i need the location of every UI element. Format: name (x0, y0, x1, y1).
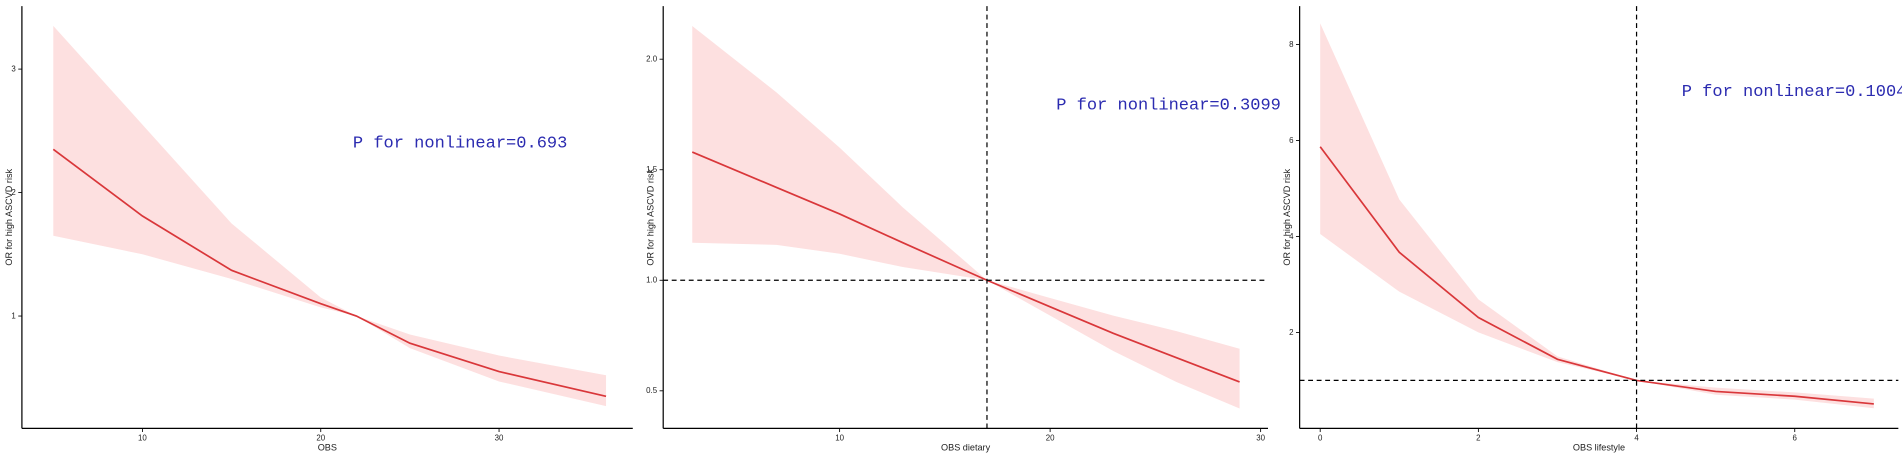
y-tick-label: 1.5 (646, 165, 658, 174)
y-axis-label: OR for high ASCVD risk (1282, 168, 1292, 265)
annotation: P for nonlinear=0.693 (353, 134, 567, 153)
annotation: P for nonlinear=0.1004 (1682, 83, 1902, 102)
y-tick-label: 2.0 (646, 55, 658, 64)
y-tick-label: 6 (1289, 136, 1294, 145)
x-axis-label: OBS (318, 442, 337, 452)
x-tick-label: 10 (835, 434, 844, 443)
x-axis-label: OBS dietary (941, 442, 991, 452)
or-line (52, 148, 607, 398)
x-tick-label: 30 (495, 434, 504, 443)
y-tick-label: 1 (11, 311, 15, 320)
ci-band (1320, 23, 1874, 409)
annotation: P for nonlinear=0.3099 (1056, 97, 1281, 116)
x-tick-label: 4 (1634, 434, 1639, 443)
ci-band (53, 25, 607, 407)
y-tick-label: 8 (1289, 40, 1294, 49)
y-tick-label: 3 (11, 65, 16, 74)
x-tick-label: 0 (1318, 434, 1323, 443)
y-tick-label: 1.0 (646, 276, 658, 285)
y-axis-label: OR for high ASCVD risk (645, 168, 655, 265)
y-tick-label: 2 (11, 188, 15, 197)
y-tick-label: 0.5 (646, 386, 658, 395)
ci-band (692, 26, 1240, 409)
x-tick-label: 30 (1256, 434, 1265, 443)
or-line (1319, 146, 1874, 405)
x-tick-label: 20 (1046, 434, 1055, 443)
x-tick-label: 10 (138, 434, 147, 443)
x-tick-label: 2 (1476, 434, 1480, 443)
y-axis-label: OR for high ASCVD risk (4, 168, 14, 265)
x-tick-label: 6 (1793, 434, 1798, 443)
y-tick-label: 2 (1289, 328, 1293, 337)
x-tick-label: 20 (316, 434, 325, 443)
y-tick-label: 4 (1289, 232, 1294, 241)
x-axis-label: OBS lifestyle (1573, 442, 1625, 452)
